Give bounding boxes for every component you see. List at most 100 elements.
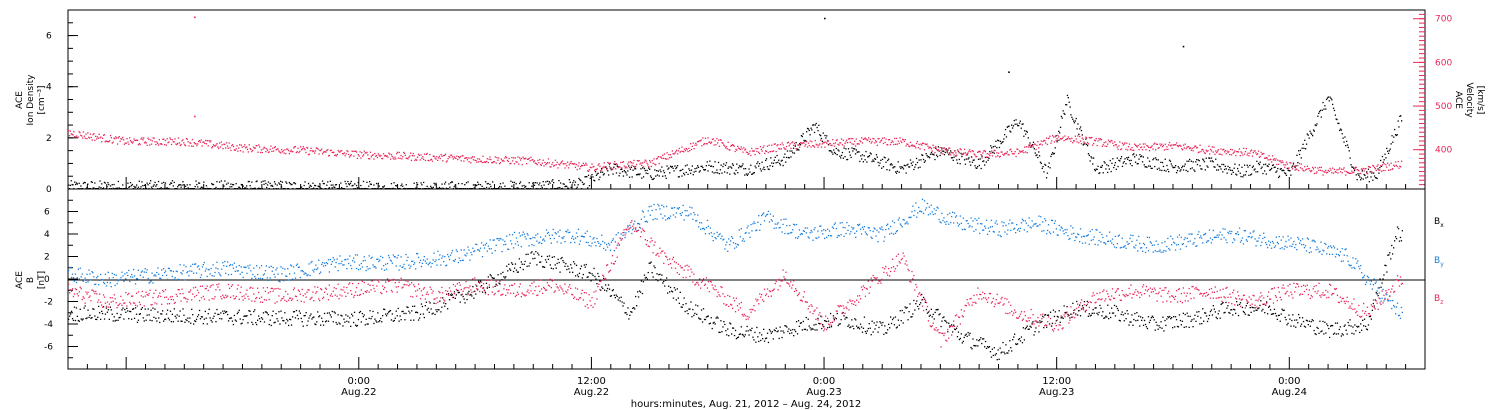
density-point <box>826 135 828 137</box>
b-bx-point <box>528 265 530 267</box>
velocity-point <box>965 154 967 156</box>
b-by-point <box>97 275 99 277</box>
density-point <box>170 182 172 184</box>
velocity-point <box>915 147 917 149</box>
velocity-point <box>442 160 444 162</box>
velocity-point <box>1216 151 1218 154</box>
velocity-point <box>449 156 451 158</box>
b-bx-point <box>1065 311 1067 314</box>
b-by-point <box>125 278 127 280</box>
density-point <box>221 188 223 190</box>
density-point <box>202 188 204 190</box>
b-bx-point <box>780 330 782 332</box>
density-point <box>547 183 550 185</box>
density-point <box>256 180 258 182</box>
density-point <box>445 187 447 189</box>
density-point <box>731 167 733 169</box>
velocity-point <box>373 158 375 160</box>
b-bx-point <box>1068 314 1070 317</box>
b-bx-point <box>1107 304 1109 306</box>
b-bx-point <box>821 327 823 330</box>
velocity-point <box>798 144 800 146</box>
velocity-point <box>933 147 935 149</box>
velocity-point <box>1304 166 1306 168</box>
b-by-point <box>187 270 189 273</box>
velocity-point <box>818 144 820 146</box>
velocity-point <box>502 159 504 161</box>
b-bx-point <box>1106 316 1108 318</box>
density-point <box>1313 130 1315 132</box>
density-point <box>691 165 693 167</box>
velocity-point <box>1052 136 1055 138</box>
density-point <box>435 182 437 185</box>
velocity-point <box>861 142 864 144</box>
b-bx-point <box>132 308 134 310</box>
b-bx-point <box>418 317 421 319</box>
density-point <box>640 168 642 170</box>
velocity-point <box>1158 147 1160 149</box>
density-point <box>1075 117 1077 120</box>
b-by-point <box>327 259 330 261</box>
b-bx-point <box>508 263 510 265</box>
b-bx-point <box>1139 325 1141 327</box>
density-point <box>1174 166 1176 169</box>
velocity-point <box>1347 172 1349 174</box>
b-bx-point <box>862 327 865 329</box>
b-by-point <box>112 276 114 279</box>
b-bx-point <box>74 319 77 322</box>
b-bx-point <box>1219 317 1221 319</box>
b-bx-point <box>665 279 667 281</box>
density-point <box>1183 165 1185 167</box>
density-point <box>1242 176 1244 178</box>
density-point <box>183 184 185 186</box>
b-by-point <box>193 272 195 274</box>
density-point <box>106 186 108 188</box>
b-bx-point <box>530 252 532 254</box>
b-bx-point <box>881 324 883 326</box>
velocity-point <box>827 140 830 142</box>
velocity-point <box>957 150 960 152</box>
velocity-point <box>758 152 761 155</box>
density-point <box>423 188 426 190</box>
velocity-point <box>1303 170 1305 172</box>
b-bx-point <box>322 324 325 326</box>
velocity-point <box>563 163 565 165</box>
density-point <box>252 188 254 190</box>
density-point <box>854 153 857 155</box>
b-by-point <box>101 278 103 281</box>
velocity-point <box>792 144 795 146</box>
b-bx-point <box>892 317 895 319</box>
velocity-point <box>1209 153 1211 155</box>
velocity-point <box>947 152 949 154</box>
density-point <box>1089 160 1091 162</box>
density-point <box>1328 100 1330 102</box>
density-point <box>176 188 178 190</box>
density-point <box>1105 168 1107 170</box>
b-bx-point <box>679 291 681 293</box>
velocity-point <box>367 154 369 156</box>
b-bx-point <box>1279 320 1281 322</box>
b-bx-point <box>965 333 967 335</box>
b-bx-point <box>1319 320 1321 322</box>
density-point <box>613 166 615 168</box>
b-by-point <box>315 264 317 266</box>
density-point <box>1004 134 1006 136</box>
velocity-point <box>1290 162 1292 164</box>
velocity-point <box>494 156 496 158</box>
velocity-point <box>138 142 140 145</box>
velocity-point <box>1373 165 1375 167</box>
velocity-point <box>1011 150 1013 153</box>
b-bx-point <box>303 315 305 317</box>
velocity-point <box>359 151 361 153</box>
b-bx-point <box>491 277 493 279</box>
b-bx-point <box>1336 322 1339 324</box>
b-bx-point <box>1346 333 1348 335</box>
density-point <box>629 168 632 170</box>
velocity-point <box>498 157 500 159</box>
velocity-point <box>1055 139 1057 142</box>
density-point <box>963 159 966 161</box>
b-bx-point <box>1399 236 1402 239</box>
b-by-point <box>249 264 251 266</box>
b-by-point <box>75 281 78 284</box>
b-bx-point <box>299 312 301 314</box>
